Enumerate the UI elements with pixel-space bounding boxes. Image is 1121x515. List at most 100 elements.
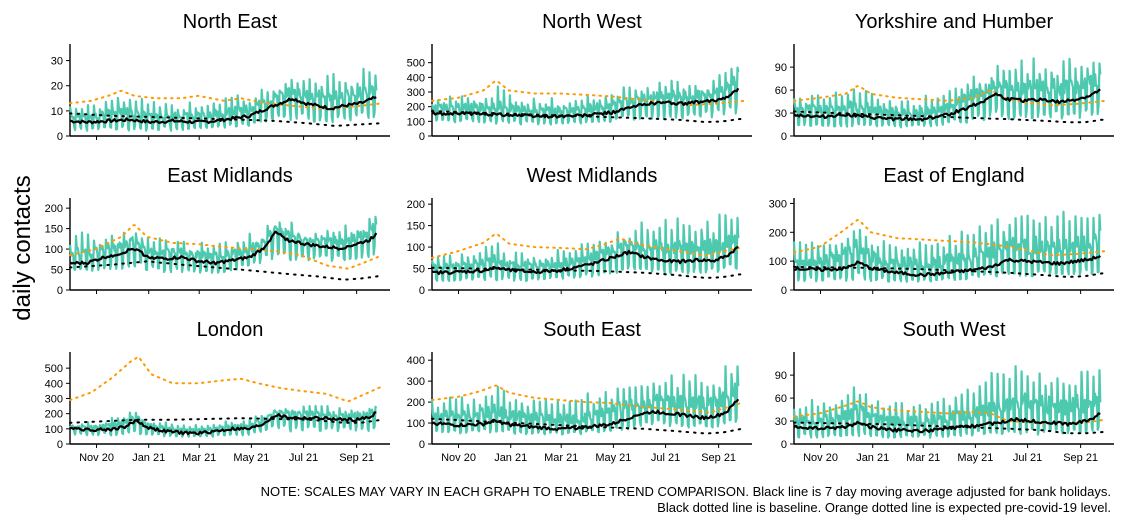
panel-title: East of England	[883, 165, 1024, 187]
y-tick-label: 500	[45, 363, 63, 375]
y-tick-label: 300	[45, 393, 63, 405]
baseline-line	[69, 260, 383, 281]
y-tick-label: 0	[419, 439, 425, 451]
panel: North East 0 10 20 30	[51, 11, 390, 143]
panel: London 0 100 200 300 400 500 Nov 20 Jan 21 Mar 21…	[45, 319, 390, 464]
x-tick-label: Jul 21	[289, 452, 318, 464]
y-tick-label: 200	[407, 199, 425, 211]
moving-average-line	[431, 398, 740, 432]
moving-average-line	[793, 88, 1101, 122]
baseline-line	[793, 110, 1107, 124]
expected-level-line	[69, 355, 383, 403]
y-tick-label: 200	[769, 227, 787, 239]
panel: East of England 0 100 200 300	[769, 165, 1114, 297]
y-tick-label: 50	[51, 265, 63, 277]
y-tick-label: 400	[45, 378, 63, 390]
panel: South West 0 30 60 90 Nov 20 Jan 21 Mar 21 May 2…	[775, 319, 1114, 464]
y-tick-label: 60	[775, 85, 787, 97]
daily-contacts-line	[792, 365, 1102, 439]
y-tick-label: 90	[775, 370, 787, 382]
expected-level-line	[431, 80, 745, 107]
y-tick-label: 400	[407, 72, 425, 84]
panel-title: South East	[543, 319, 641, 341]
daily-contacts-line	[69, 404, 378, 438]
panel: West Midlands 0 50 100 150 200	[407, 165, 752, 297]
panel: North West 0 100 200 300 400 500	[407, 11, 752, 143]
y-tick-label: 30	[51, 56, 63, 68]
y-tick-label: 30	[775, 108, 787, 120]
y-tick-label: 400	[407, 355, 425, 367]
panel: East Midlands 0 50 100 150 200	[45, 165, 390, 297]
y-tick-label: 0	[781, 131, 787, 143]
x-tick-label: Mar 21	[182, 452, 216, 464]
expected-level-line	[793, 400, 1107, 426]
baseline-line	[793, 421, 1107, 435]
x-tick-label: Mar 21	[906, 452, 940, 464]
footnote-line-1: NOTE: SCALES MAY VARY IN EACH GRAPH TO E…	[260, 484, 1111, 499]
panel-title: South West	[902, 319, 1005, 341]
expected-level-line	[69, 89, 383, 110]
y-tick-label: 0	[419, 285, 425, 297]
y-tick-label: 20	[51, 81, 63, 93]
daily-contacts-line	[430, 365, 740, 436]
moving-average-line	[69, 411, 377, 436]
expected-level-line	[793, 85, 1107, 107]
baseline-line	[69, 417, 383, 424]
y-tick-label: 150	[407, 221, 425, 233]
daily-contacts-line	[430, 213, 740, 283]
panel-title: Yorkshire and Humber	[855, 11, 1054, 33]
expected-level-line	[431, 233, 745, 259]
y-tick-label: 0	[781, 439, 787, 451]
y-tick-label: 10	[51, 106, 63, 118]
x-tick-label: Jul 21	[1013, 452, 1042, 464]
panel-title: North West	[542, 11, 642, 33]
y-tick-label: 0	[57, 439, 63, 451]
panel-title: West Midlands	[527, 165, 658, 187]
x-tick-label: Sep 21	[701, 452, 736, 464]
y-tick-label: 90	[775, 62, 787, 74]
y-tick-label: 300	[407, 87, 425, 99]
y-tick-label: 200	[407, 397, 425, 409]
moving-average-line	[70, 96, 377, 125]
y-tick-label: 0	[419, 131, 425, 143]
panel-title: London	[197, 319, 264, 341]
y-tick-label: 0	[57, 285, 63, 297]
expected-level-line	[69, 224, 383, 270]
y-tick-label: 30	[775, 416, 787, 428]
y-tick-label: 50	[413, 264, 425, 276]
y-tick-label: 60	[775, 393, 787, 405]
y-tick-label: 0	[781, 285, 787, 297]
x-tick-label: Jan 21	[494, 452, 527, 464]
daily-contacts-line	[430, 66, 740, 126]
panel-title: North East	[183, 11, 278, 33]
x-tick-label: Sep 21	[339, 452, 374, 464]
y-tick-label: 300	[407, 376, 425, 388]
moving-average-line	[431, 245, 739, 276]
y-tick-label: 100	[407, 418, 425, 430]
panel: South East 0 100 200 300 400 Nov 20 Jan 21 Mar 2…	[407, 319, 752, 464]
y-tick-label: 150	[45, 224, 63, 236]
y-tick-label: 500	[407, 58, 425, 70]
x-tick-label: May 21	[595, 452, 631, 464]
y-tick-label: 300	[769, 198, 787, 210]
baseline-line	[431, 417, 745, 435]
y-tick-label: 100	[407, 116, 425, 128]
x-tick-label: Sep 21	[1063, 452, 1098, 464]
x-tick-label: Mar 21	[544, 452, 578, 464]
x-tick-label: May 21	[233, 452, 269, 464]
y-tick-label: 200	[45, 203, 63, 215]
expected-level-line	[431, 384, 745, 414]
y-tick-label: 200	[407, 102, 425, 114]
panel: Yorkshire and Humber 0 30 60 90	[775, 11, 1114, 143]
moving-average-line	[431, 87, 740, 119]
moving-average-line	[793, 255, 1101, 278]
y-tick-label: 200	[45, 409, 63, 421]
x-tick-label: Nov 20	[803, 452, 838, 464]
y-tick-label: 100	[45, 244, 63, 256]
daily-contacts-line	[792, 57, 1102, 129]
x-tick-label: May 21	[957, 452, 993, 464]
x-tick-label: Jan 21	[132, 452, 165, 464]
x-tick-label: Nov 20	[79, 452, 114, 464]
panel-title: East Midlands	[167, 165, 293, 187]
